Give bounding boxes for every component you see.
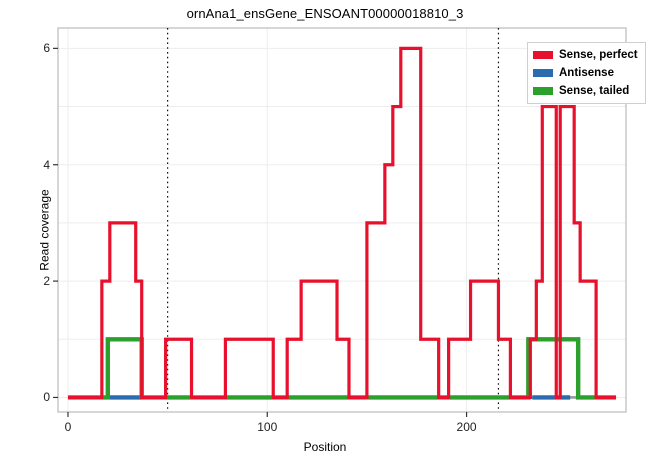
legend-swatch-icon <box>533 87 553 95</box>
chart-legend: Sense, perfect Antisense Sense, tailed <box>527 42 646 104</box>
x-tick-label: 200 <box>456 420 477 434</box>
y-tick-label: 2 <box>43 274 50 289</box>
x-axis-label: Position <box>303 440 347 454</box>
legend-item-antisense[interactable]: Antisense <box>533 66 638 80</box>
x-tick-labels: 0 100 200 <box>0 420 650 440</box>
y-tick-labels: 0 2 4 6 <box>22 0 50 460</box>
x-tick-label: 0 <box>64 420 72 434</box>
y-tick-label: 6 <box>43 41 50 56</box>
legend-swatch-icon <box>533 69 553 77</box>
legend-label: Sense, tailed <box>559 85 630 97</box>
legend-item-sense-tailed[interactable]: Sense, tailed <box>533 84 638 98</box>
legend-swatch-icon <box>533 51 553 59</box>
legend-label: Sense, perfect <box>559 49 638 61</box>
legend-item-sense-perfect[interactable]: Sense, perfect <box>533 48 638 62</box>
y-tick-label: 4 <box>43 157 50 172</box>
legend-label: Antisense <box>559 67 614 79</box>
x-tick-label: 100 <box>257 420 278 434</box>
y-tick-label: 0 <box>43 390 50 405</box>
chart-title: ornAna1_ensGene_ENSOANT00000018810_3 <box>186 6 464 21</box>
